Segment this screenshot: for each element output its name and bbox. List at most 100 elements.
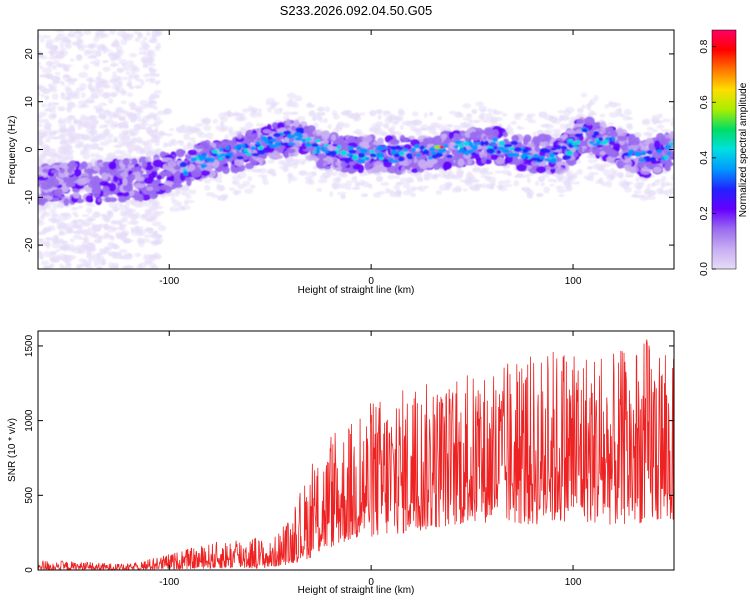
spectrogram-cell xyxy=(86,207,93,214)
spectrogram-cell xyxy=(322,117,328,124)
spectrogram-cell xyxy=(608,101,618,108)
spectrogram-cell xyxy=(351,155,359,160)
spectrogram-cell xyxy=(665,161,674,167)
spectrogram-cell xyxy=(200,170,211,176)
spectrogram-cell xyxy=(202,153,207,158)
spectrogram-cell xyxy=(52,129,57,136)
spectrogram-cell xyxy=(130,68,136,75)
spectrogram-cell xyxy=(64,212,72,220)
spectrogram-cell xyxy=(357,152,365,158)
spectrogram-cell xyxy=(146,30,151,37)
spectrogram-cell xyxy=(251,168,262,173)
spectrogram-cell xyxy=(353,112,361,117)
spectrogram-cell xyxy=(128,53,138,58)
spectrogram-cell xyxy=(215,178,223,184)
spectrogram-cell xyxy=(61,265,72,269)
spectrogram-cell xyxy=(233,111,240,116)
spectrogram-cell xyxy=(656,149,663,154)
spectrogram-cell xyxy=(90,93,100,100)
spectrogram-cell xyxy=(424,176,429,181)
spectrogram-cell xyxy=(149,149,159,154)
spectrogram-cell xyxy=(671,174,674,182)
spectrogram-cell xyxy=(144,259,153,265)
spectrogram-cell xyxy=(144,227,154,233)
spectrogram-cell xyxy=(63,245,70,250)
spectrogram-cell xyxy=(614,108,623,114)
spectrogram-cell xyxy=(317,179,328,184)
spectrogram-cell xyxy=(393,116,403,123)
spectrogram-cell xyxy=(125,71,131,75)
spectrogram-cell xyxy=(85,97,95,104)
spectrogram-cell xyxy=(486,148,495,154)
spectrogram-cell xyxy=(40,260,50,266)
spectrogram-cell xyxy=(67,226,74,233)
spectrogram-cell xyxy=(108,155,114,161)
spectrogram-cell xyxy=(80,92,86,99)
spectrogram-cell xyxy=(286,148,296,154)
spectrogram-cell xyxy=(667,151,672,156)
snr-series-line xyxy=(38,339,674,570)
spectrogram-cell xyxy=(501,169,511,175)
spectrogram-cell xyxy=(67,93,77,97)
spectrogram-cell xyxy=(393,153,400,158)
spectrogram-cell xyxy=(140,40,146,47)
spectrogram-cell xyxy=(664,144,672,150)
spectrogram-cell xyxy=(48,217,55,222)
spectrogram-cell xyxy=(95,154,104,161)
spectrogram-cell xyxy=(382,158,388,163)
spectrogram-cell xyxy=(627,116,634,121)
spectrogram-cell xyxy=(604,103,609,109)
spectrogram-cell xyxy=(83,168,93,174)
spectrogram-cell xyxy=(648,142,655,152)
spectrogram-cell xyxy=(395,174,400,180)
spectrogram-cell xyxy=(118,139,126,147)
spectrogram-cell xyxy=(95,133,103,140)
spectrogram-cell xyxy=(117,76,123,84)
spectrogram-cell xyxy=(527,119,537,124)
spectrogram-cell xyxy=(336,121,345,127)
spectrogram-cell xyxy=(444,181,453,188)
spectrogram-cell xyxy=(269,138,276,143)
spectrogram-cell xyxy=(510,120,518,125)
spectrogram-cell xyxy=(57,157,62,163)
spectrogram-cell xyxy=(153,89,163,94)
spectrogram-cell xyxy=(120,38,128,46)
spectrogram-cell xyxy=(120,171,129,178)
spectrogram-cell xyxy=(586,165,593,170)
spectrogram-cell xyxy=(61,155,69,161)
spectrogram-cell xyxy=(67,120,72,125)
spectrogram-cell xyxy=(386,165,398,174)
spectrogram-cell xyxy=(427,155,434,160)
spectrogram-cell xyxy=(304,178,313,185)
spectrogram-cell xyxy=(98,223,105,228)
spectrogram-cell xyxy=(203,178,212,184)
spectrogram-cell xyxy=(127,149,133,155)
spectrogram-cell xyxy=(159,184,171,191)
spectrogram-cell xyxy=(593,130,600,136)
spectrogram-cell xyxy=(85,195,94,203)
spectrogram-cell xyxy=(228,126,234,134)
spectrogram-cell xyxy=(250,146,257,150)
spectrogram-cell xyxy=(137,118,144,123)
spectrogram-cell xyxy=(117,226,124,231)
spectrogram-cell xyxy=(550,147,557,151)
spectrogram-cell xyxy=(107,211,112,215)
spectrogram-cell xyxy=(74,30,80,35)
spectrogram-cell xyxy=(597,167,605,172)
spectrogram-cell xyxy=(662,118,671,123)
spectrogram-cell xyxy=(492,108,498,115)
spectrogram-cell xyxy=(266,169,276,175)
spectrogram-cell xyxy=(540,124,550,128)
spectrogram-cell xyxy=(43,227,48,232)
spectrogram-cell xyxy=(576,168,583,175)
spectrogram-cell xyxy=(401,120,411,126)
spectrogram-cell xyxy=(657,113,663,119)
spectrogram-cell xyxy=(619,113,626,118)
spectrogram-cell xyxy=(330,171,339,177)
spectrogram-cell xyxy=(83,63,90,71)
spectrogram-cell xyxy=(446,154,453,158)
spectrogram-cell xyxy=(55,188,63,196)
spectrogram-cell xyxy=(211,149,218,154)
colorbar-ticks: 0.0 0.2 0.4 0.6 0.8 xyxy=(699,39,716,276)
